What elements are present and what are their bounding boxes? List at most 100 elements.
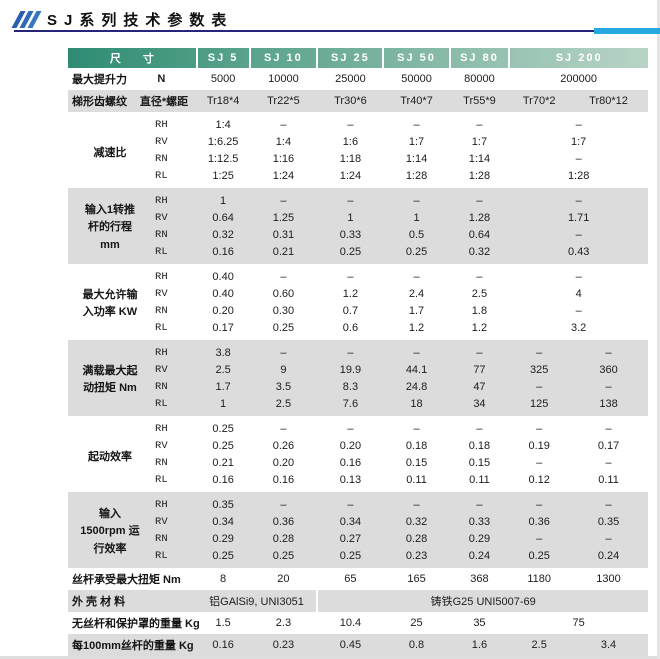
value-cell: –: [509, 492, 570, 513]
value-cell: 0.17: [569, 437, 648, 454]
value-cell: 0.20: [196, 302, 250, 319]
row-max-lift: 最大提升力 N 5000 10000 25000 50000 80000 200…: [68, 68, 648, 90]
value-cell: 1.25: [249, 209, 318, 226]
table-row: RN 1:12.5 1:16 1:18 1:14 1:14 –: [68, 150, 648, 167]
value-cell: 360: [569, 361, 648, 378]
value-cell: 0.17: [196, 319, 250, 340]
value-cell: 0.24: [569, 547, 648, 568]
value-cell: Tr80*12: [569, 90, 648, 112]
value-cell: –: [509, 378, 570, 395]
spec-table: 尺 寸 SJ 5 SJ 10 SJ 25 SJ 50 SJ 80 SJ 200 …: [68, 48, 648, 656]
value-cell: –: [317, 188, 384, 209]
value-cell: 0.25: [249, 547, 318, 568]
value-cell: 0.36: [509, 513, 570, 530]
value-cell: 2.5: [509, 634, 570, 656]
value-cell: 0.29: [449, 530, 510, 547]
table-row: 起动效率 RH 0.25 – – – – – –: [68, 416, 648, 492]
value-cell: 1:14: [383, 150, 450, 167]
value-cell: –: [449, 340, 510, 361]
value-cell: 10.4: [317, 612, 384, 634]
value-cell: 2.5: [196, 361, 250, 378]
value-cell: 5000: [196, 68, 250, 90]
gear-key-cell: RL: [139, 319, 197, 340]
value-cell: –: [449, 188, 510, 209]
value-cell: 0.27: [317, 530, 384, 547]
value-cell: 2.3: [249, 612, 318, 634]
row-weight-no-screw: 无丝杆和保护罩的重量 Kg 1.5 2.3 10.4 25 35 75: [68, 612, 648, 634]
value-cell: 0.23: [383, 547, 450, 568]
value-cell: 1:6.25: [196, 133, 250, 150]
section-label: 最大允许输 入功率 KW: [68, 264, 140, 340]
gear-key-cell: RL: [139, 547, 197, 568]
value-cell: Tr70*2: [509, 90, 570, 112]
value-cell: 1:7: [383, 133, 450, 150]
table-row: 满载最大起 动扭矩 Nm RH 3.8 – – – – – –: [68, 340, 648, 416]
value-cell: 0.5: [383, 226, 450, 243]
value-cell: 1:28: [383, 167, 450, 188]
value-cell: 0.32: [383, 513, 450, 530]
col-header-sj50: SJ 50: [383, 48, 451, 68]
table-row: RV 0.40 0.60 1.2 2.4 2.5 4: [68, 285, 648, 302]
section-thread: 梯形齿螺纹 直径*螺距 Tr18*4 Tr22*5 Tr30*6 Tr40*7 …: [68, 90, 648, 112]
gear-key-cell: RN: [139, 302, 197, 319]
value-cell: 1: [196, 395, 250, 416]
value-cell: 77: [449, 361, 510, 378]
value-cell: –: [249, 264, 318, 285]
value-cell: 0.40: [196, 285, 250, 302]
value-cell: 0.64: [196, 209, 250, 226]
table-row: RN 0.21 0.20 0.16 0.15 0.15 – –: [68, 454, 648, 471]
value-cell: –: [449, 112, 510, 133]
value-cell: 0.64: [449, 226, 510, 243]
value-cell: 1:16: [249, 150, 318, 167]
col-header-sj10: SJ 10: [249, 48, 319, 68]
title-rule: [14, 27, 660, 35]
section-start-efficiency: 起动效率 RH 0.25 – – – – – – RV 0.25 0.26 0.…: [68, 416, 648, 492]
section-torque: 满载最大起 动扭矩 Nm RH 3.8 – – – – – – RV 2.5 9…: [68, 340, 648, 416]
value-cell: –: [249, 492, 318, 513]
value-cell: 0.33: [317, 226, 384, 243]
gear-key-cell: RL: [139, 167, 197, 188]
value-cell: 0.16: [196, 243, 250, 264]
value-cell: 2.5: [449, 285, 510, 302]
value-cell: –: [509, 302, 648, 319]
col-header-sj200: SJ 200: [509, 48, 648, 68]
value-cell: 1.7: [196, 378, 250, 395]
header-row: 尺 寸 SJ 5 SJ 10 SJ 25 SJ 50 SJ 80 SJ 200: [68, 48, 648, 68]
value-cell: 75: [509, 612, 648, 634]
value-cell: –: [569, 416, 648, 437]
gear-key-cell: RN: [139, 226, 197, 243]
gear-key-cell: RH: [139, 188, 197, 209]
value-cell: 1:4: [249, 133, 318, 150]
gear-key-cell: RL: [139, 243, 197, 264]
value-cell: Tr18*4: [196, 90, 250, 112]
gear-key-cell: RV: [139, 513, 197, 530]
table-row: 输入 1500rpm 运 行效率 RH 0.35 – – – – – –: [68, 492, 648, 568]
value-cell: –: [509, 112, 648, 133]
value-cell: 0.12: [509, 471, 570, 492]
value-cell: –: [449, 416, 510, 437]
value-cell: 1.8: [449, 302, 510, 319]
value-cell: Tr22*5: [249, 90, 318, 112]
section-power: 最大允许输 入功率 KW RH 0.40 – – – – – RV 0.40 0…: [68, 264, 648, 340]
value-cell: 1.2: [317, 285, 384, 302]
gear-key-cell: RH: [139, 492, 197, 513]
value-cell: 10000: [249, 68, 318, 90]
value-cell: 200000: [509, 68, 648, 90]
table-row: 最大允许输 入功率 KW RH 0.40 – – – – –: [68, 264, 648, 340]
value-cell: 0.18: [383, 437, 450, 454]
gear-key-cell: RH: [139, 264, 197, 285]
table-row: RV 0.34 0.36 0.34 0.32 0.33 0.36 0.35: [68, 513, 648, 530]
value-cell: 0.7: [317, 302, 384, 319]
gear-key-cell: RV: [139, 209, 197, 226]
table-row: RL 1 2.5 7.6 18 34 125 138: [68, 395, 648, 416]
value-cell: –: [383, 112, 450, 133]
value-cell: 0.16: [196, 634, 250, 656]
value-cell: 0.18: [449, 437, 510, 454]
section-screw-torque: 丝杆承受最大扭矩 Nm 8 20 65 165 368 1180 1300: [68, 568, 648, 590]
value-cell: 0.13: [317, 471, 384, 492]
value-cell: 0.23: [249, 634, 318, 656]
gear-key-cell: RV: [139, 133, 197, 150]
value-cell: –: [509, 150, 648, 167]
gear-key-cell: RV: [139, 361, 197, 378]
value-cell: –: [317, 492, 384, 513]
